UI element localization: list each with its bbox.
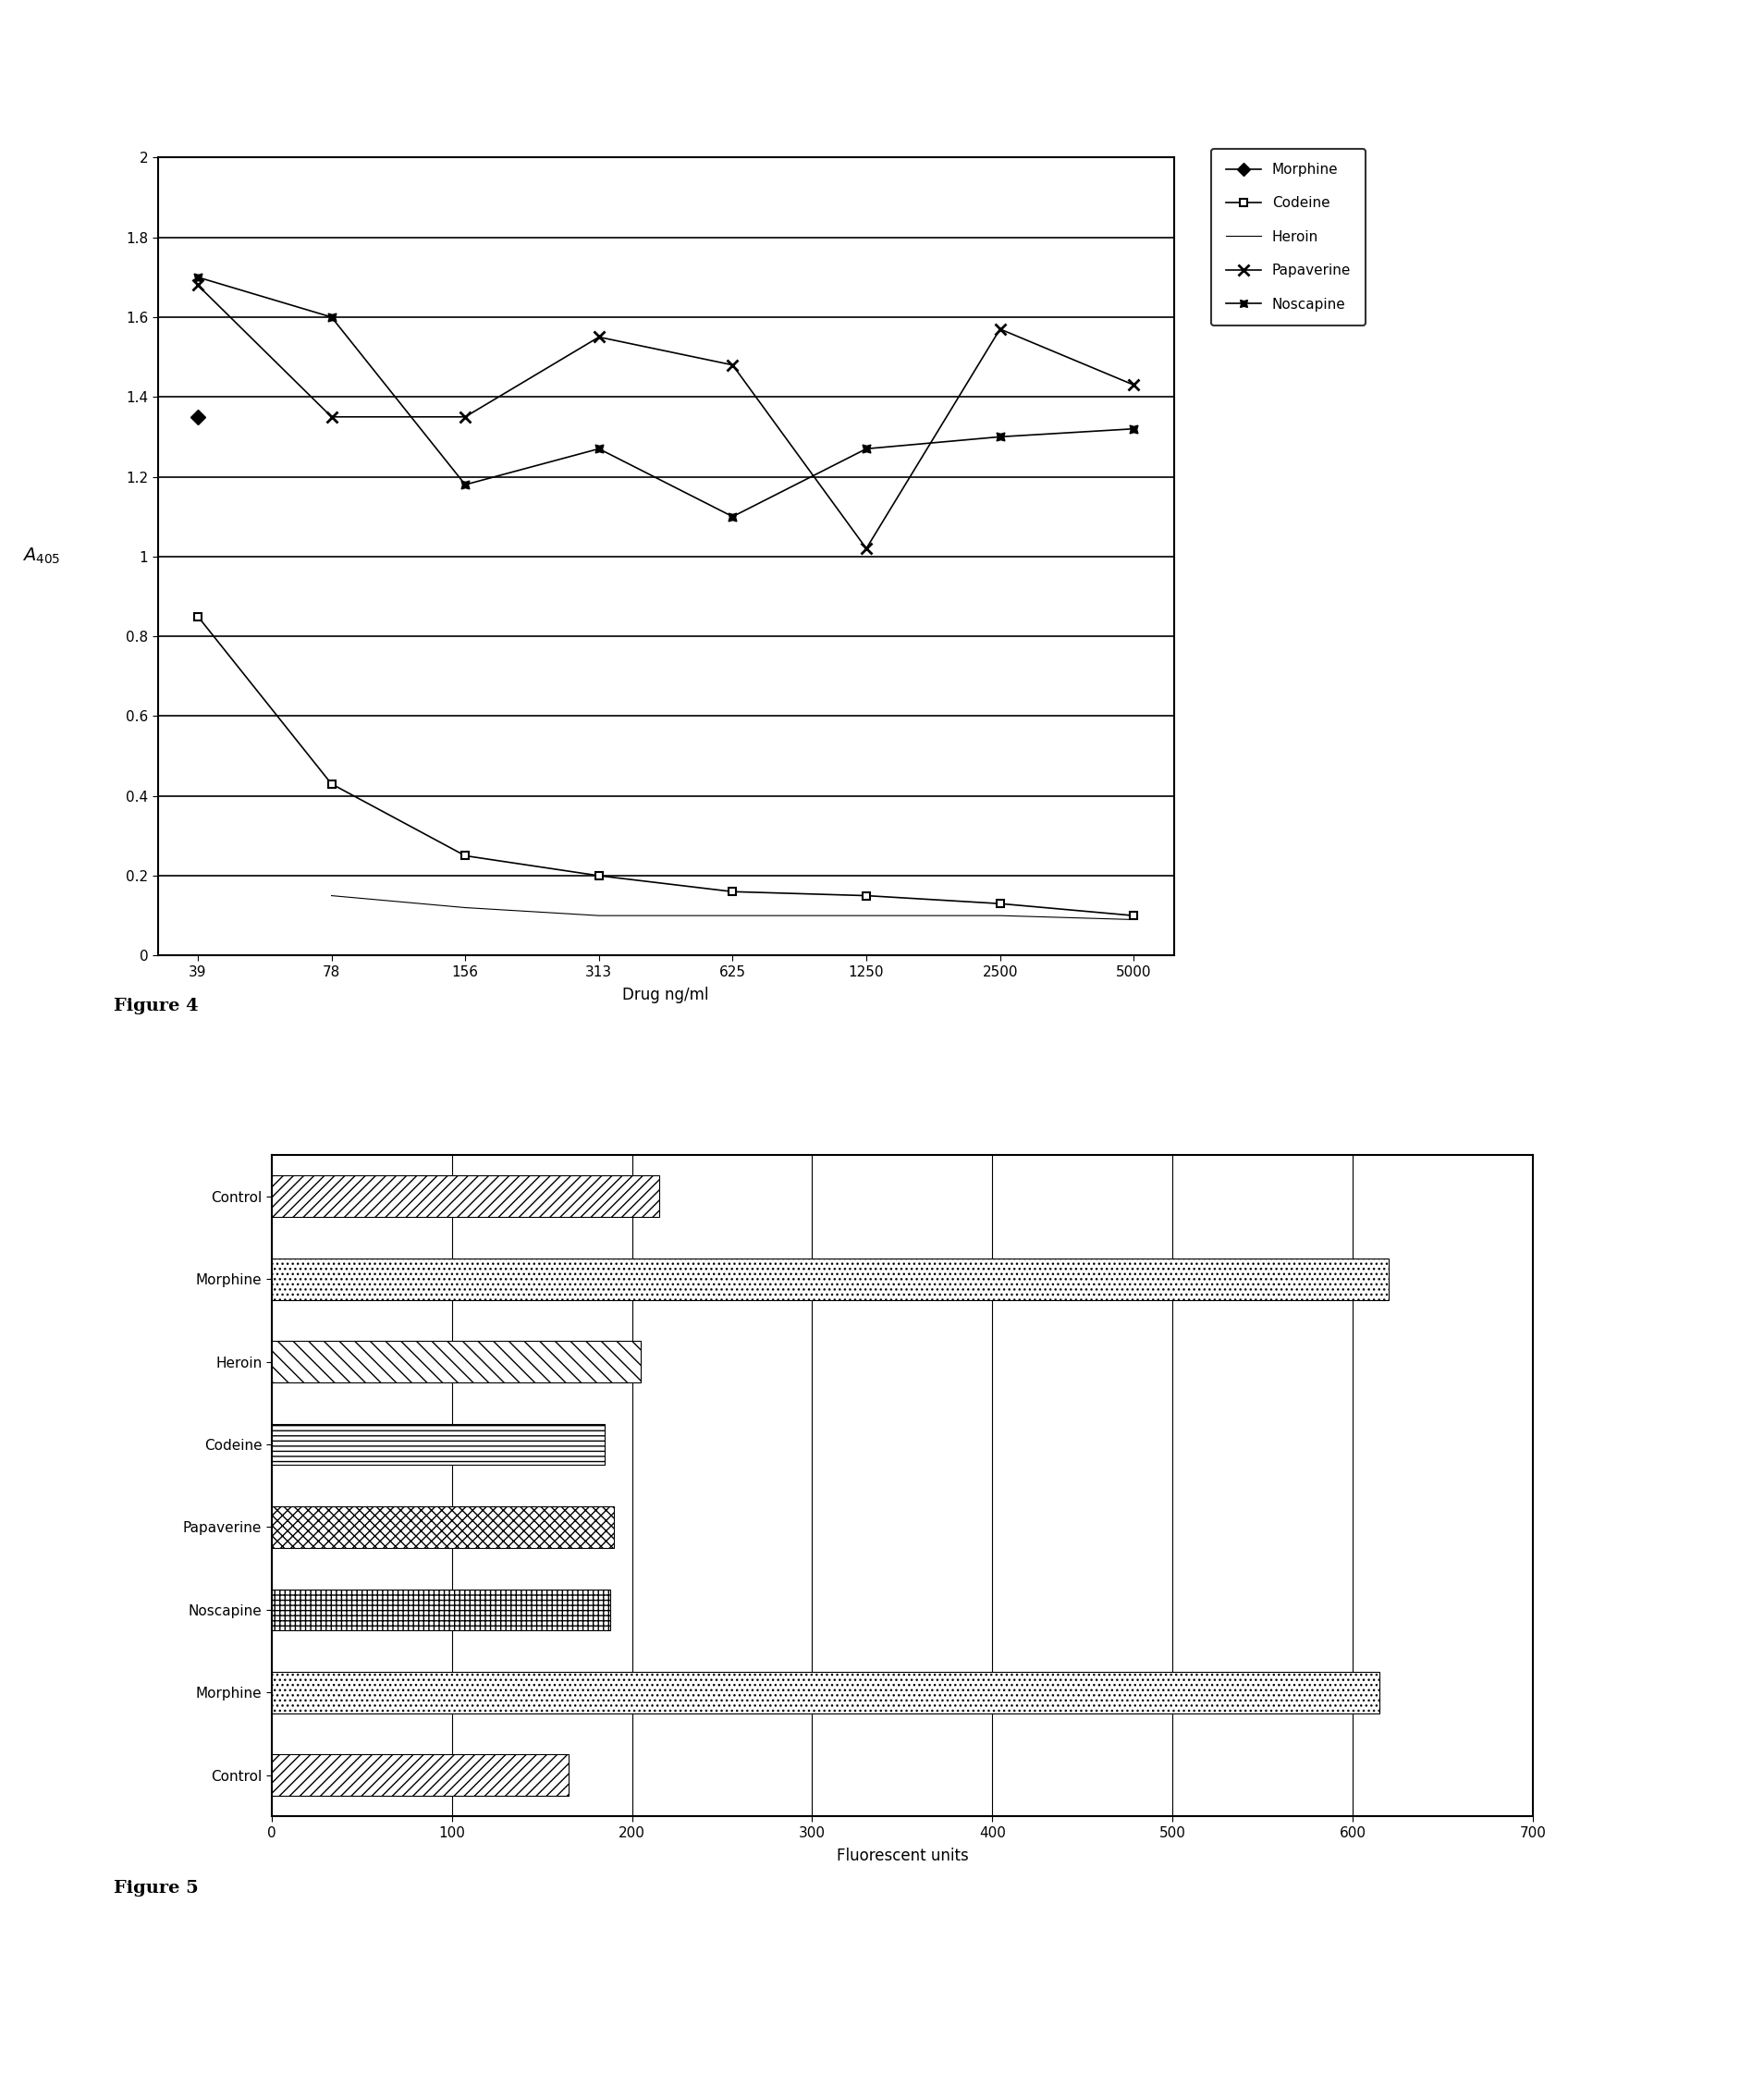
Noscapine	[321, 304, 342, 330]
Bar	[272, 1342, 641, 1382]
Heroin	[589, 903, 610, 928]
Bar	[272, 1176, 659, 1218]
Bar	[272, 1506, 613, 1548]
X-axis label: Drug ng/ml: Drug ng/ml	[622, 987, 710, 1004]
Heroin	[1123, 907, 1144, 932]
Text: Figure 4: Figure 4	[114, 998, 198, 1014]
Bar	[272, 1754, 569, 1796]
Papaverine	[321, 403, 342, 428]
Papaverine	[855, 536, 876, 561]
Codeine	[990, 890, 1011, 916]
Papaverine	[722, 353, 743, 378]
Bar	[272, 1258, 1389, 1300]
Text: Figure 5: Figure 5	[114, 1880, 198, 1896]
Codeine	[187, 605, 208, 630]
Legend: Morphine, Codeine, Heroin, Papaverine, Noscapine: Morphine, Codeine, Heroin, Papaverine, N…	[1211, 149, 1365, 326]
Heroin	[456, 895, 477, 920]
Noscapine	[855, 437, 876, 462]
X-axis label: Fluorescent units: Fluorescent units	[836, 1848, 969, 1865]
Papaverine	[990, 317, 1011, 342]
Papaverine	[589, 323, 610, 349]
Line: Codeine: Codeine	[194, 613, 1137, 920]
Heroin	[990, 903, 1011, 928]
Codeine	[722, 880, 743, 905]
Papaverine	[456, 403, 477, 428]
Noscapine	[990, 424, 1011, 449]
Heroin	[722, 903, 743, 928]
Line: Papaverine: Papaverine	[193, 279, 1139, 554]
Text: $A_{405}$: $A_{405}$	[21, 546, 60, 567]
Papaverine	[1123, 372, 1144, 397]
Noscapine	[1123, 416, 1144, 441]
Codeine	[589, 863, 610, 888]
Codeine	[1123, 903, 1144, 928]
Bar	[272, 1672, 1381, 1714]
Line: Heroin: Heroin	[331, 895, 1134, 920]
Noscapine	[589, 437, 610, 462]
Codeine	[321, 771, 342, 796]
Noscapine	[456, 473, 477, 498]
Bar	[272, 1590, 610, 1630]
Heroin	[321, 882, 342, 907]
Codeine	[456, 842, 477, 869]
Bar	[272, 1424, 604, 1466]
Papaverine	[187, 273, 208, 298]
Noscapine	[722, 504, 743, 529]
Codeine	[855, 882, 876, 907]
Noscapine	[187, 265, 208, 290]
Heroin	[855, 903, 876, 928]
Line: Noscapine: Noscapine	[193, 271, 1139, 523]
